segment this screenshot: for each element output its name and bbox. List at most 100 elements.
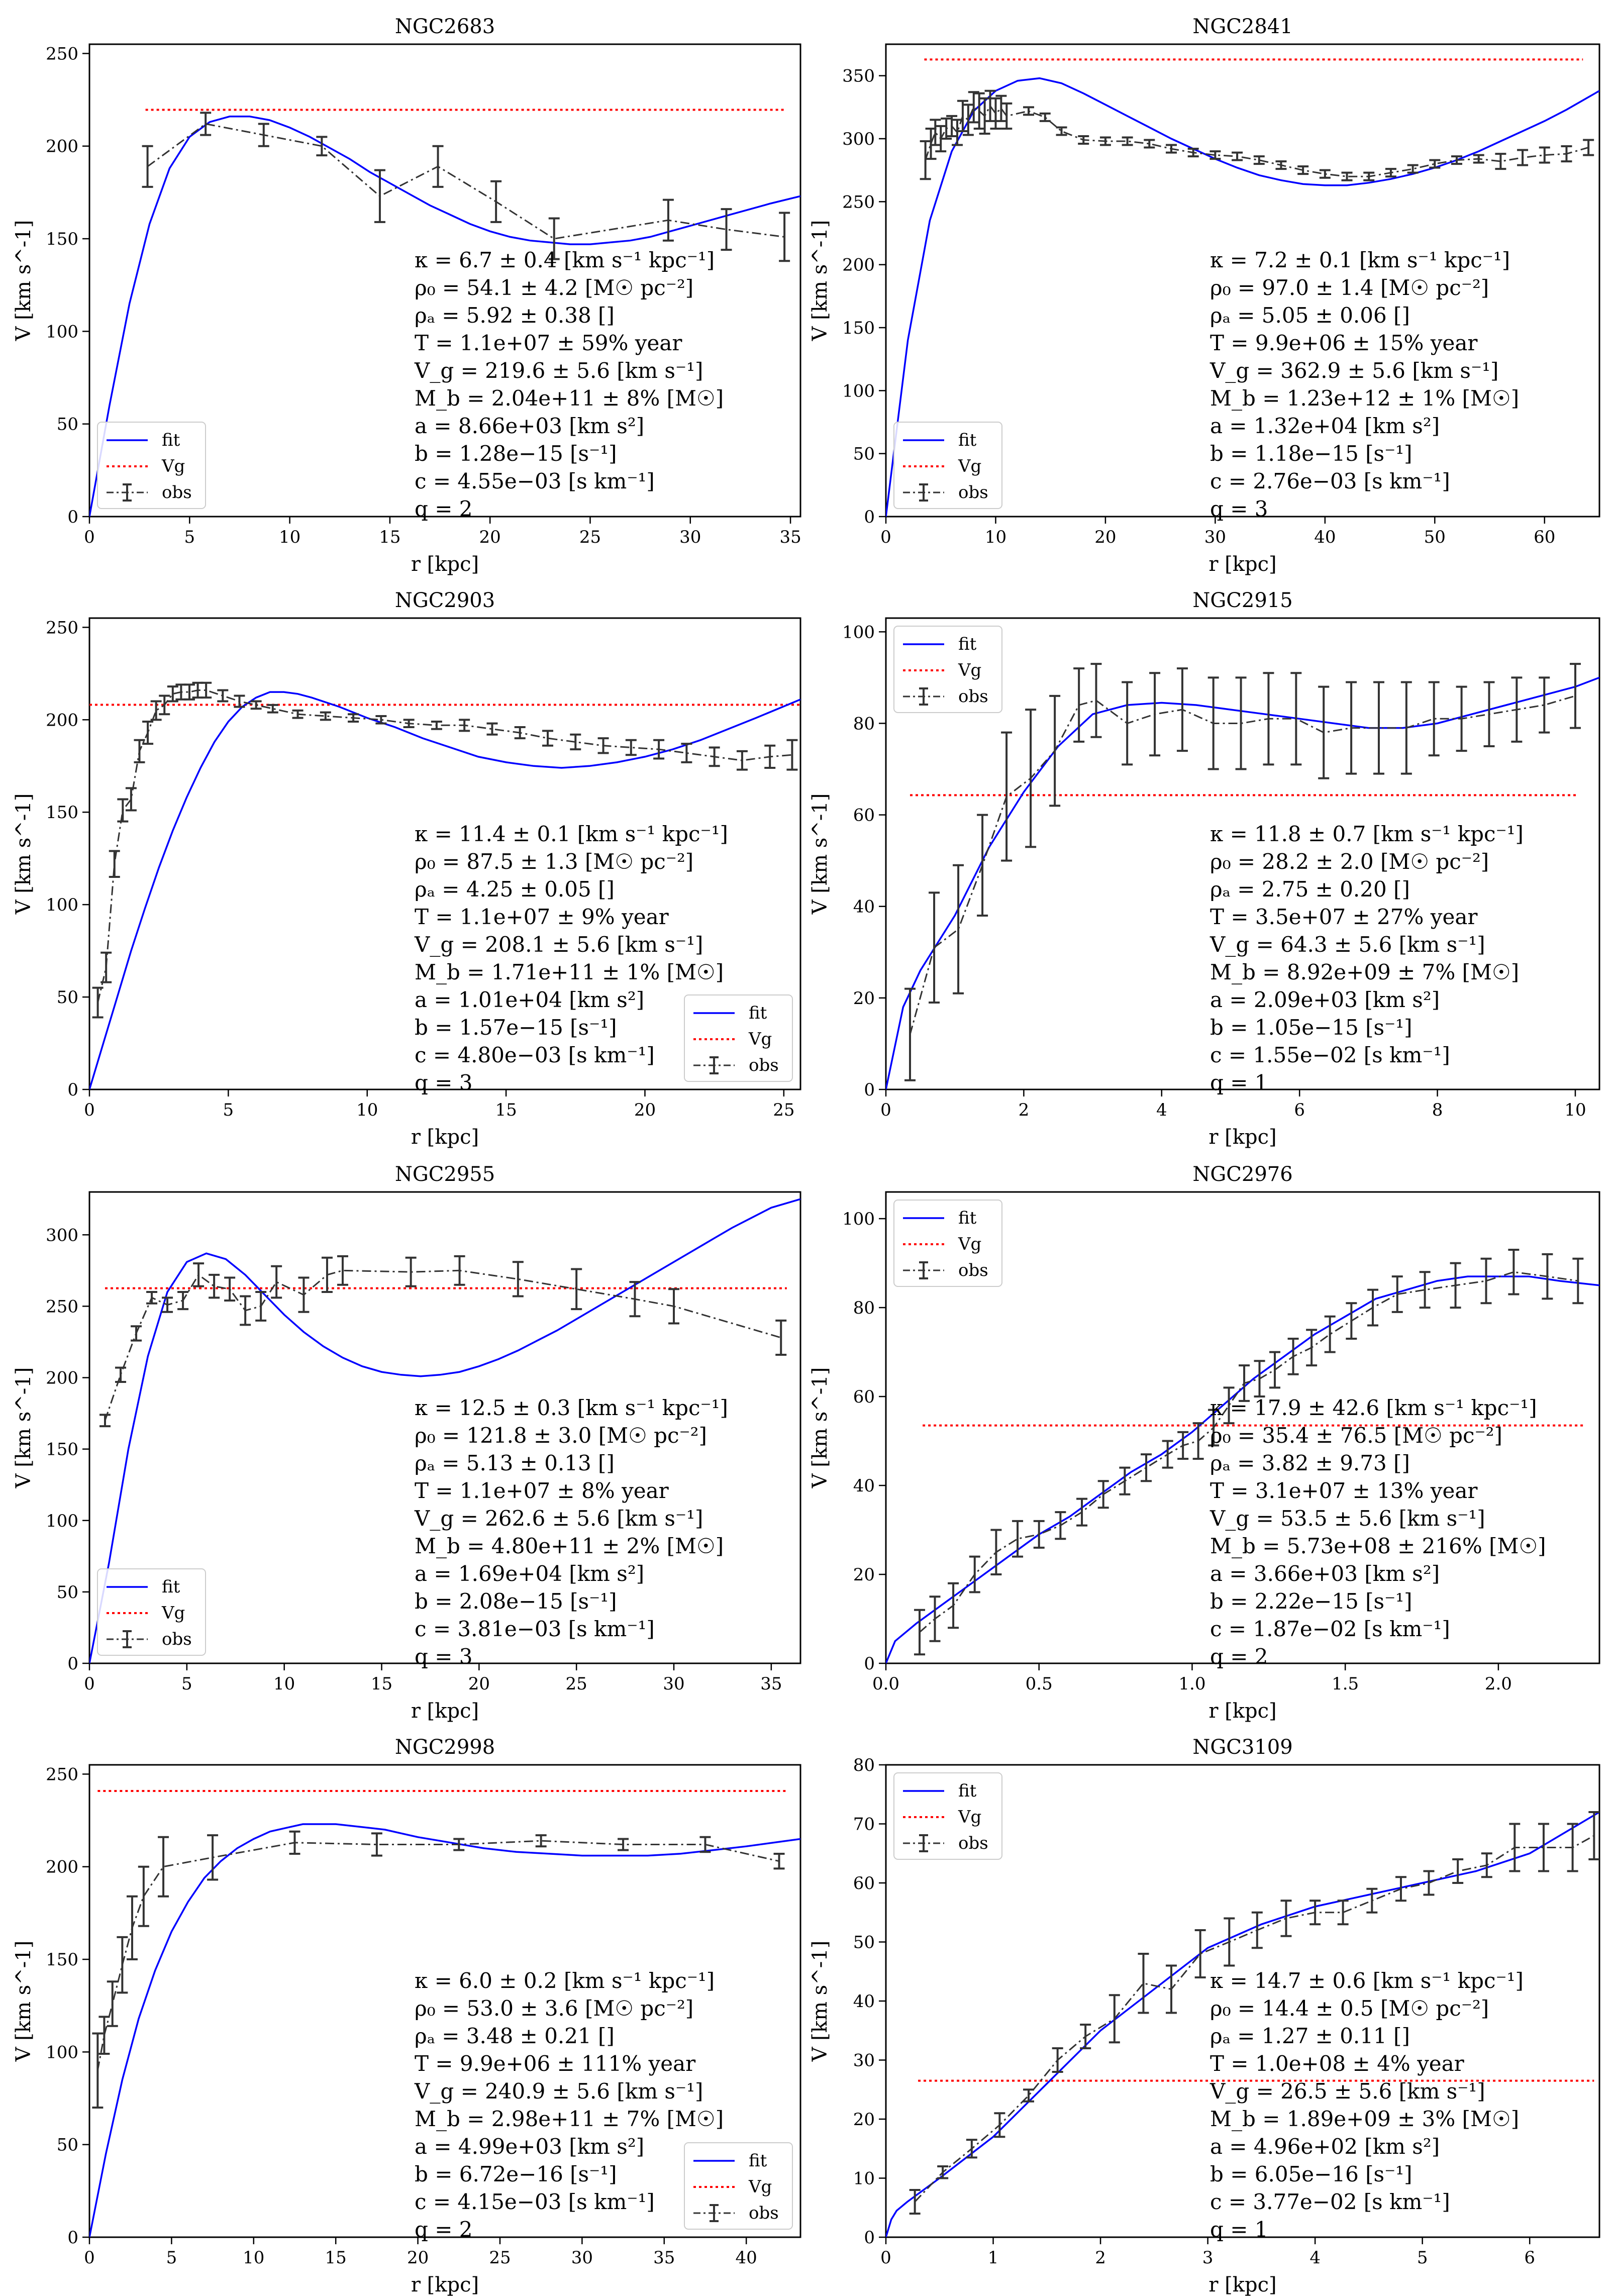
x-axis-label: r [kpc] <box>1208 1700 1276 1723</box>
legend: fit Vg obs <box>893 1200 1002 1287</box>
obs-point <box>721 208 732 251</box>
legend-box <box>893 422 1002 509</box>
fit-parameters: κ = 17.9 ± 42.6 [km s⁻¹ kpc⁻¹] ρ₀ = 35.4 … <box>1209 1395 1546 1669</box>
parameter-line: κ = 14.7 ± 0.6 [km s⁻¹ kpc⁻¹] <box>1210 1968 1524 1993</box>
y-tick-label: 20 <box>853 1565 875 1585</box>
obs-line <box>909 695 1576 1035</box>
obs-point <box>1055 1511 1066 1540</box>
obs-point <box>1078 135 1089 145</box>
obs-point <box>1162 1440 1173 1469</box>
legend-box <box>97 422 206 509</box>
obs-point <box>937 2165 949 2179</box>
x-tick-label: 20 <box>1094 527 1116 547</box>
obs-point <box>1341 171 1353 181</box>
obs-point <box>953 864 964 994</box>
y-tick-label: 250 <box>46 618 78 638</box>
obs-point <box>990 1529 1002 1576</box>
y-tick-label: 250 <box>46 1764 78 1784</box>
legend: fit Vg obs <box>893 1772 1002 1860</box>
parameter-line: a = 1.01e+04 [km s²] <box>415 987 644 1012</box>
x-tick-label: 25 <box>489 2248 511 2268</box>
chart-title: NGC2903 <box>395 589 495 612</box>
x-tick-label: 30 <box>1204 527 1226 547</box>
obs-point <box>1166 1964 1177 2014</box>
y-axis: 0 50 100 150 200 250 300 <box>46 1225 89 1674</box>
obs-point <box>1023 106 1034 116</box>
x-tick-label: 0 <box>880 527 891 547</box>
x-axis: 0 5 10 15 20 25 30 35 <box>84 517 801 547</box>
y-tick-label: 200 <box>46 137 78 157</box>
obs-point <box>1395 1876 1406 1902</box>
x-tick-label: 5 <box>223 1100 234 1120</box>
parameter-line: c = 4.55e−03 [s km⁻¹] <box>415 469 655 493</box>
obs-point <box>1224 1917 1235 1967</box>
x-tick-label: 6 <box>1524 2248 1535 2268</box>
obs-point <box>92 2032 104 2109</box>
parameter-line: ρ₀ = 121.8 ± 3.0 [M☉ pc⁻²] <box>415 1423 707 1448</box>
parameter-line: M_b = 5.73e+08 ± 216% [M☉] <box>1210 1534 1546 1558</box>
parameter-line: T = 3.5e+07 ± 27% year <box>1210 905 1478 929</box>
x-tick-label: 0 <box>880 2248 891 2268</box>
obs-point <box>321 1256 333 1293</box>
x-tick-label: 0 <box>84 527 95 547</box>
y-tick-label: 40 <box>853 1991 875 2012</box>
parameter-line: ρₐ = 3.48 ± 0.21 [] <box>415 2024 615 2048</box>
parameter-line: ρ₀ = 14.4 ± 0.5 [M☉ pc⁻²] <box>1210 1996 1489 2021</box>
chart-title: NGC2955 <box>395 1163 495 1186</box>
obs-point <box>984 89 996 122</box>
obs-point <box>337 1255 348 1286</box>
x-tick-label: 60 <box>1534 527 1555 547</box>
obs-point <box>969 1555 980 1593</box>
x-tick-label: 6 <box>1294 1100 1305 1120</box>
obs-point <box>1385 168 1396 178</box>
x-axis: 0 2 4 6 8 10 <box>880 1089 1586 1120</box>
y-axis: 0 50 100 150 200 250 300 350 <box>842 66 886 527</box>
plot-area <box>89 1789 800 2237</box>
obs-point <box>930 119 941 146</box>
obs-point <box>1517 149 1529 166</box>
x-tick-label: 2 <box>1095 2248 1106 2268</box>
chart-panel-ngc2841: NGC2841 0 10 20 30 40 50 60 0 50 100 150 200 250 300 35… <box>809 15 1600 576</box>
y-axis: 0 20 40 60 80 100 <box>842 622 886 1100</box>
y-tick-label: 150 <box>46 1440 78 1460</box>
parameter-line: c = 2.76e−03 [s km⁻¹] <box>1210 469 1450 493</box>
legend-fit-label: fit <box>162 1577 180 1597</box>
x-tick-label: 10 <box>356 1100 378 1120</box>
obs-point <box>374 169 385 223</box>
y-tick-label: 150 <box>46 229 78 249</box>
y-tick-label: 300 <box>46 1225 78 1245</box>
y-tick-label: 200 <box>46 1857 78 1877</box>
parameter-line: b = 1.28e−15 [s⁻¹] <box>415 441 617 466</box>
obs-point <box>258 123 269 147</box>
plot-frame <box>885 43 1600 518</box>
obs-point <box>1473 154 1484 164</box>
legend-box <box>893 1772 1002 1860</box>
x-tick-label: 10 <box>243 2248 264 2268</box>
parameter-line: b = 1.18e−15 [s⁻¹] <box>1210 441 1412 466</box>
y-axis-label: V [km s^-1] <box>12 793 35 915</box>
y-tick-label: 50 <box>853 444 875 464</box>
x-tick-label: 8 <box>1432 1100 1443 1120</box>
obs-point <box>1337 1900 1349 1926</box>
y-tick-label: 30 <box>853 2051 875 2071</box>
y-tick-label: 0 <box>67 2228 78 2248</box>
parameter-line: c = 4.80e−03 [s km⁻¹] <box>415 1043 655 1067</box>
obs-point <box>1450 1262 1461 1309</box>
obs-point <box>514 726 526 740</box>
x-tick-label: 20 <box>407 2248 429 2268</box>
obs-point <box>597 737 609 754</box>
obs-point <box>431 720 442 730</box>
parameter-line: c = 1.55e−02 [s km⁻¹] <box>1210 1043 1450 1067</box>
legend-box <box>97 1568 206 1656</box>
legend-vg-label: Vg <box>748 2177 772 2197</box>
obs-point <box>217 689 229 703</box>
legend: fit Vg obs <box>97 1568 206 1656</box>
legend-fit-label: fit <box>162 430 180 450</box>
obs-point <box>736 750 748 771</box>
parameter-line: a = 2.09e+03 [km s²] <box>1210 987 1440 1012</box>
obs-point <box>1275 160 1287 170</box>
x-tick-label: 15 <box>495 1100 517 1120</box>
obs-point <box>1073 667 1085 743</box>
obs-point <box>570 733 581 751</box>
